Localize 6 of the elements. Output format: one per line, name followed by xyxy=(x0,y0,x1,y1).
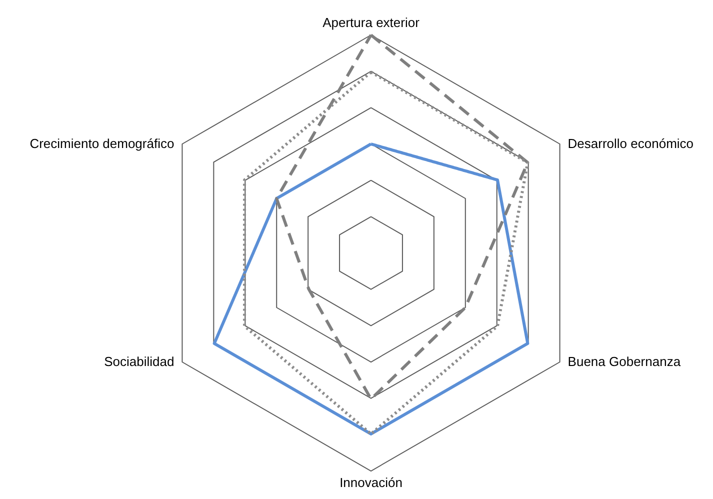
spoke-label: Sociabilidad xyxy=(104,354,174,369)
spoke-label: Crecimiento demográfico xyxy=(30,136,174,151)
spoke-label: Innovación xyxy=(340,475,402,490)
spoke-label: Apertura exterior xyxy=(322,15,420,30)
spoke-label: Desarrollo económico xyxy=(568,136,694,151)
spoke-label: Buena Gobernanza xyxy=(568,354,682,369)
